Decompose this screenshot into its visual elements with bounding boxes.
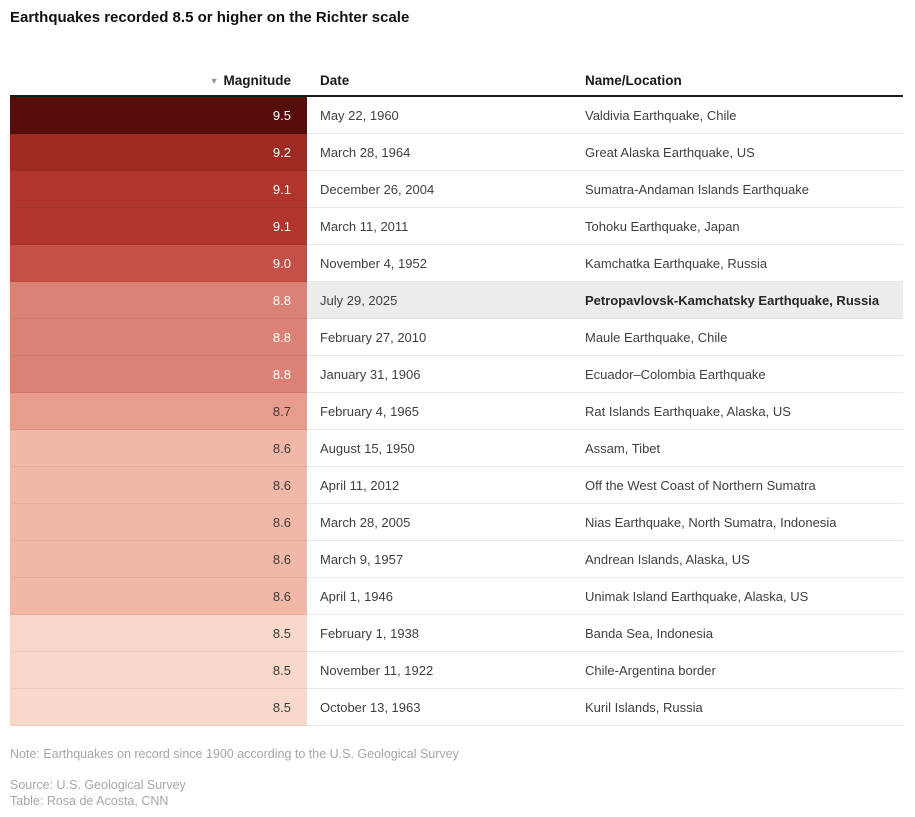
date-cell: March 9, 1957 [307, 541, 570, 578]
magnitude-cell: 8.6 [10, 430, 307, 467]
name-location-cell: Petropavlovsk-Kamchatsky Earthquake, Rus… [570, 282, 903, 319]
table-row: 8.8 July 29, 2025 Petropavlovsk-Kamchats… [10, 282, 903, 319]
date-cell: July 29, 2025 [307, 282, 570, 319]
date-cell: May 22, 1960 [307, 97, 570, 134]
table-row: 8.5 November 11, 1922 Chile-Argentina bo… [10, 652, 903, 689]
footnote: Note: Earthquakes on record since 1900 a… [10, 747, 459, 761]
name-location-cell: Assam, Tibet [570, 430, 903, 467]
table-body: 9.5 May 22, 1960 Valdivia Earthquake, Ch… [10, 97, 903, 726]
date-cell: February 27, 2010 [307, 319, 570, 356]
name-location-cell: Kuril Islands, Russia [570, 689, 903, 726]
name-location-cell: Ecuador–Colombia Earthquake [570, 356, 903, 393]
date-cell: October 13, 1963 [307, 689, 570, 726]
magnitude-cell: 9.2 [10, 134, 307, 171]
name-location-cell: Great Alaska Earthquake, US [570, 134, 903, 171]
table-row: 8.7 February 4, 1965 Rat Islands Earthqu… [10, 393, 903, 430]
date-cell: April 1, 1946 [307, 578, 570, 615]
magnitude-cell: 8.5 [10, 615, 307, 652]
date-cell: March 28, 2005 [307, 504, 570, 541]
magnitude-cell: 8.8 [10, 319, 307, 356]
date-cell: February 4, 1965 [307, 393, 570, 430]
table-row: 8.6 August 15, 1950 Assam, Tibet [10, 430, 903, 467]
sort-descending-icon: ▼ [209, 76, 219, 86]
name-location-cell: Maule Earthquake, Chile [570, 319, 903, 356]
table-row: 9.0 November 4, 1952 Kamchatka Earthquak… [10, 245, 903, 282]
magnitude-cell: 9.5 [10, 97, 307, 134]
table-row: 8.6 April 1, 1946 Unimak Island Earthqua… [10, 578, 903, 615]
magnitude-cell: 9.1 [10, 171, 307, 208]
table-credit: Table: Rosa de Acosta, CNN [10, 794, 169, 808]
date-cell: November 4, 1952 [307, 245, 570, 282]
magnitude-cell: 8.8 [10, 282, 307, 319]
magnitude-cell: 8.5 [10, 689, 307, 726]
table-row: 9.1 March 11, 2011 Tohoku Earthquake, Ja… [10, 208, 903, 245]
name-location-cell: Unimak Island Earthquake, Alaska, US [570, 578, 903, 615]
table-row: 8.8 January 31, 1906 Ecuador–Colombia Ea… [10, 356, 903, 393]
table-row: 8.6 March 9, 1957 Andrean Islands, Alask… [10, 541, 903, 578]
magnitude-cell: 8.8 [10, 356, 307, 393]
name-location-cell: Tohoku Earthquake, Japan [570, 208, 903, 245]
source-credit: Source: U.S. Geological Survey [10, 778, 186, 792]
magnitude-cell: 8.6 [10, 541, 307, 578]
page-title: Earthquakes recorded 8.5 or higher on th… [10, 9, 410, 26]
date-cell: March 28, 1964 [307, 134, 570, 171]
date-cell: February 1, 1938 [307, 615, 570, 652]
table-row: 8.8 February 27, 2010 Maule Earthquake, … [10, 319, 903, 356]
table-row: 9.5 May 22, 1960 Valdivia Earthquake, Ch… [10, 97, 903, 134]
date-cell: March 11, 2011 [307, 208, 570, 245]
date-cell: January 31, 1906 [307, 356, 570, 393]
magnitude-cell: 9.1 [10, 208, 307, 245]
date-cell: November 11, 1922 [307, 652, 570, 689]
table-row: 8.6 April 11, 2012 Off the West Coast of… [10, 467, 903, 504]
magnitude-cell: 8.6 [10, 504, 307, 541]
table-row: 9.1 December 26, 2004 Sumatra-Andaman Is… [10, 171, 903, 208]
magnitude-header-label: Magnitude [223, 73, 292, 88]
magnitude-cell: 8.6 [10, 467, 307, 504]
column-header-magnitude[interactable]: ▼ Magnitude [10, 73, 307, 88]
column-header-name-location[interactable]: Name/Location [570, 73, 903, 88]
name-location-cell: Chile-Argentina border [570, 652, 903, 689]
table-row: 8.6 March 28, 2005 Nias Earthquake, Nort… [10, 504, 903, 541]
date-cell: April 11, 2012 [307, 467, 570, 504]
name-location-cell: Nias Earthquake, North Sumatra, Indonesi… [570, 504, 903, 541]
table-row: 8.5 February 1, 1938 Banda Sea, Indonesi… [10, 615, 903, 652]
magnitude-cell: 9.0 [10, 245, 307, 282]
name-location-cell: Andrean Islands, Alaska, US [570, 541, 903, 578]
name-location-cell: Sumatra-Andaman Islands Earthquake [570, 171, 903, 208]
table-header-row: ▼ Magnitude Date Name/Location [10, 60, 903, 97]
name-location-cell: Rat Islands Earthquake, Alaska, US [570, 393, 903, 430]
date-cell: December 26, 2004 [307, 171, 570, 208]
magnitude-cell: 8.5 [10, 652, 307, 689]
column-header-date[interactable]: Date [307, 73, 570, 88]
magnitude-cell: 8.6 [10, 578, 307, 615]
date-header-label: Date [320, 73, 350, 88]
table-row: 9.2 March 28, 1964 Great Alaska Earthqua… [10, 134, 903, 171]
name-location-cell: Kamchatka Earthquake, Russia [570, 245, 903, 282]
name-location-cell: Banda Sea, Indonesia [570, 615, 903, 652]
name-location-cell: Off the West Coast of Northern Sumatra [570, 467, 903, 504]
date-cell: August 15, 1950 [307, 430, 570, 467]
magnitude-cell: 8.7 [10, 393, 307, 430]
table-row: 8.5 October 13, 1963 Kuril Islands, Russ… [10, 689, 903, 726]
name-location-cell: Valdivia Earthquake, Chile [570, 97, 903, 134]
table-footer: Note: Earthquakes on record since 1900 a… [10, 746, 903, 809]
name-location-header-label: Name/Location [585, 73, 682, 88]
earthquake-table: ▼ Magnitude Date Name/Location 9.5 May 22… [10, 60, 903, 726]
